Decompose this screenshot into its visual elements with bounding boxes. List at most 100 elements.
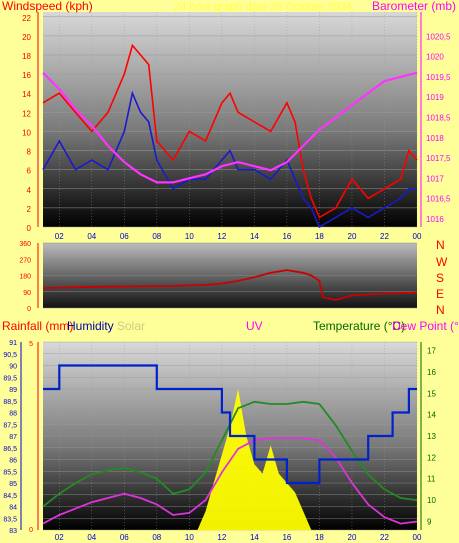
wind-average-line [42,90,417,229]
time-tick-label: 02 [55,533,64,542]
solar-label: Solar [117,319,145,333]
temperature-tick-label: 11 [427,475,436,484]
humidity-tick-label: 84 [9,505,17,512]
windspeed-tick-label: 16 [22,71,31,80]
time-tick-label: 04 [87,533,96,542]
solar-area [197,389,312,530]
humidity-tick-label: 86 [9,458,17,465]
temperature-tick-label: 12 [427,453,436,462]
time-tick-label: 16 [282,232,291,241]
time-tick-label: 14 [250,232,259,241]
windspeed-tick-label: 12 [22,109,31,118]
windspeed-tick-label: 14 [22,90,31,99]
windspeed-tick-label: 4 [27,186,32,195]
direction-axis: 0 90 180 270 360 [19,241,39,313]
barometer-tick-label: 1018,5 [426,113,451,122]
temperature-tick-label: 9 [427,517,432,526]
time-tick-label: 06 [120,232,129,241]
time-tick-label: 12 [217,533,226,542]
direction-tick-label: 360 [19,241,31,248]
humidity-label: Humidity [67,319,114,333]
compass-e: E [436,287,444,301]
time-tick-label: 04 [87,232,96,241]
temperature-tick-label: 10 [427,496,436,505]
humidity-tick-label: 88,5 [3,399,17,406]
direction-grid [43,242,417,309]
time-tick-label: 18 [315,232,324,241]
uv-label: UV [246,319,263,333]
wind-gust-line [42,43,418,219]
temperature-tick-label: 15 [427,389,436,398]
time-tick-label: 08 [152,533,161,542]
barometer-line [42,71,418,184]
time-tick-label: 02 [55,232,64,241]
temperature-label: Temperature (°C) [313,319,405,333]
climate-time-axis: 02 04 06 08 10 12 14 16 18 20 22 00 [55,533,422,542]
time-tick-label: 16 [282,533,291,542]
direction-tick-label: 180 [19,274,31,281]
temperature-tick-label: 14 [427,411,436,420]
time-tick-label: 10 [185,533,194,542]
time-tick-label: 22 [380,232,389,241]
direction-tick-label: 90 [23,290,31,297]
time-tick-label: 00 [413,533,422,542]
humidity-tick-label: 87,5 [3,422,17,429]
barometer-tick-label: 1017 [426,174,444,183]
temperature-tick-label: 13 [427,432,436,441]
windspeed-tick-label: 6 [27,167,32,176]
wind-time-axis: 02 04 06 08 10 12 14 16 18 20 22 00 [55,232,422,241]
humidity-axis: 83 83,5 84 84,5 85 85,5 86 86,5 87 87,5 88 88,5 89 89… [3,340,39,535]
time-tick-label: 10 [185,232,194,241]
barometer-label: Barometer (mb) [372,0,456,13]
windspeed-label: Windspeed (kph) [2,0,93,13]
barometer-tick-label: 1019,5 [426,73,451,82]
windspeed-axis: 0 2 4 6 8 10 12 14 16 18 20 22 [22,12,39,233]
windspeed-tick-label: 8 [27,148,32,157]
wind-series [42,43,418,229]
humidity-tick-label: 88 [9,411,17,418]
humidity-tick-label: 91 [9,340,17,347]
direction-series [42,269,418,301]
graph-title: 24 hour graph data 26 October 2024 [174,1,352,13]
humidity-tick-label: 86,5 [3,446,17,453]
compass-labels: N W S E N [436,238,448,317]
barometer-tick-label: 1016 [426,215,444,224]
barometer-tick-label: 1017,5 [426,154,451,163]
time-tick-label: 08 [152,232,161,241]
time-tick-label: 20 [348,533,357,542]
windspeed-tick-label: 0 [27,224,32,233]
compass-n-bottom: N [436,303,445,317]
humidity-tick-label: 84,5 [3,493,17,500]
compass-s: S [436,271,444,285]
barometer-axis: 1016 1016,5 1017 1017,5 1018 1018,5 1019 1019,5… [420,12,451,227]
windspeed-tick-label: 22 [22,14,31,23]
direction-tick-label: 0 [27,306,31,313]
time-tick-label: 18 [315,533,324,542]
barometer-tick-label: 1016,5 [426,195,451,204]
temperature-tick-label: 16 [427,368,436,377]
humidity-tick-label: 83,5 [3,516,17,523]
barometer-tick-label: 1019 [426,93,444,102]
rain-tick-label: 5 [29,341,33,348]
time-tick-label: 00 [413,232,422,241]
humidity-tick-label: 85,5 [3,469,17,476]
time-tick-label: 12 [217,232,226,241]
barometer-tick-label: 1020,5 [426,32,451,41]
windspeed-tick-label: 20 [22,33,31,42]
windspeed-tick-label: 2 [27,205,32,214]
compass-n-top: N [436,238,445,252]
humidity-tick-label: 90,5 [3,352,17,359]
humidity-tick-label: 85 [9,481,17,488]
direction-tick-label: 270 [19,257,31,264]
wind-direction-line [42,269,418,301]
windspeed-tick-label: 10 [22,128,31,137]
temperature-axis: 9 10 11 12 13 14 15 16 17 [420,342,436,530]
temperature-tick-label: 17 [427,347,436,356]
dewpoint-line [42,437,418,525]
wind-plot-area [43,12,417,227]
humidity-tick-label: 90 [9,364,17,371]
climate-series [42,364,418,530]
time-tick-label: 20 [348,232,357,241]
compass-w: W [436,255,448,269]
